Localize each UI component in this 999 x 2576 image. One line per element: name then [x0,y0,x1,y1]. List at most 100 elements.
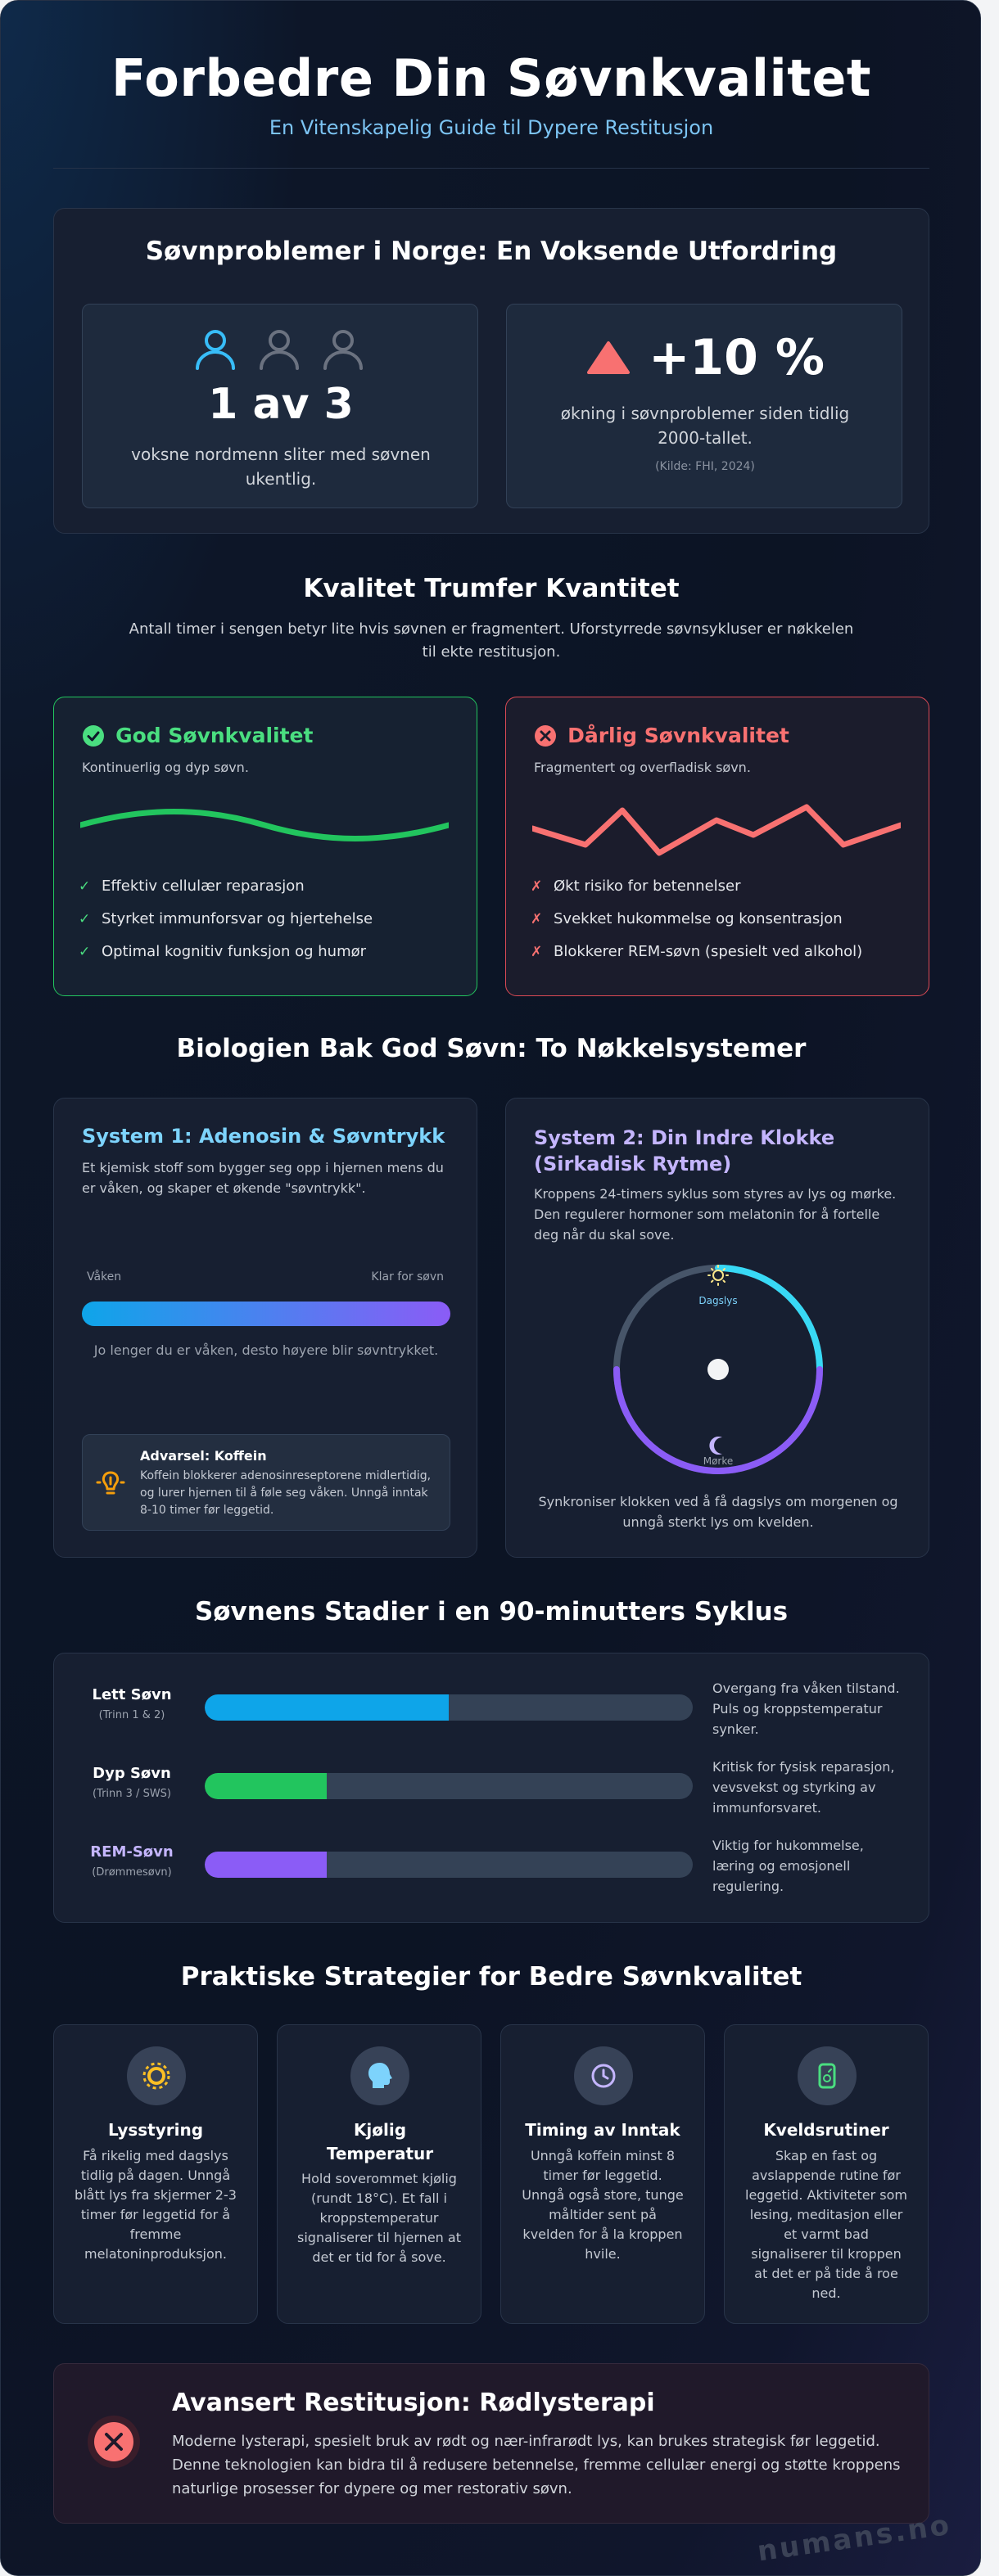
bad-quality-header: Dårlig Søvnkvalitet [534,724,789,751]
stage-description: Kritisk for fysisk reparasjon, vevsvekst… [712,1759,895,1816]
page-title: Forbedre Din Søvnkvalitet [111,48,872,108]
red-light-icon [88,2416,140,2468]
circadian-clock [613,1265,823,1474]
system2-card: System 2: Din Indre Klokke (Sirkadisk Ry… [505,1098,929,1558]
advanced-title: Avansert Restitusjon: Rødlysterapi [172,2389,655,2417]
stat-text-increase: økning i søvnproblemer siden tidlig 2000… [560,404,850,448]
stage-description: Overgang fra våken tilstand. Puls og kro… [712,1680,900,1737]
system2-title-line2: (Sirkadisk Rytme) [534,1153,732,1175]
strategy-text: Få rikelig med dagslys tidlig på dagen. … [75,2148,237,2262]
fragmented-sleep-wave [532,804,901,856]
system2-title-line1: System 2: Din Indre Klokke [534,1126,835,1149]
quality-intro: Antall timer i sengen betyr lite hvis sø… [129,620,854,661]
stage-bar-track [205,1773,693,1799]
strategy-card-light: Lysstyring Få rikelig med dagslys tidlig… [53,2024,258,2324]
people-icons [189,327,369,373]
good-item-text: Styrket immunforsvar og hjertehelse [102,910,373,927]
caffeine-warning: Advarsel: Koffein Koffein blokkerer aden… [82,1434,450,1531]
person-icon [323,330,363,370]
good-item-text: Effektiv cellulær reparasjon [102,877,305,895]
pressure-label-awake: Våken [87,1270,122,1283]
warning-text: Koffein blokkerer adenosinreseptorene mi… [140,1469,432,1517]
increase-row: +10 % [507,329,903,388]
strategy-icon-wrap [798,2046,857,2105]
system1-card: System 1: Adenosin & Søvntrykk Et kjemis… [53,1098,477,1558]
stage-name: Dyp Søvn [93,1765,171,1782]
smooth-sleep-wave [80,809,449,841]
stage-sub: (Trinn 1 & 2) [98,1709,165,1721]
stage-name: Lett Søvn [92,1686,172,1703]
system1-text: Et kjemisk stoff som bygger seg opp i hj… [82,1160,444,1196]
sun-icon [142,2062,170,2090]
good-quality-subtitle: Kontinuerlig og dyp søvn. [82,760,249,775]
bad-list-item: ✗ Blokkerer REM-søvn (spesielt ved alkoho… [531,943,862,960]
sleep-pressure-bar [82,1302,450,1326]
cross-icon: ✗ [531,911,543,927]
strategy-icon-wrap [574,2046,633,2105]
check-circle-icon [83,724,104,747]
bad-item-text: Svekket hukommelse og konsentrasjon [554,910,843,927]
stages-title: Søvnens Stadier i en 90-minutters Syklus [194,1597,789,1626]
stat-card-people: 1 av 3 voksne nordmenn sliter med søvnen… [82,304,478,508]
strategy-title: Kjølig Temperatur [326,2120,434,2163]
check-icon: ✓ [79,911,91,927]
stages-card: Lett Søvn (Trinn 1 & 2) Overgang fra våken… [53,1653,929,1923]
good-quality-header: God Søvnkvalitet [82,724,313,751]
sun-icon [707,1265,729,1286]
advanced-card: Avansert Restitusjon: Rødlysterapi Moder… [53,2363,929,2524]
clock-icon [591,2064,616,2088]
moon-icon [709,1437,722,1455]
bad-quality-subtitle: Fragmentert og overfladisk søvn. [534,760,751,775]
clock-caption: Synkroniser klokken ved å få dagslys om … [538,1494,898,1530]
bad-item-text: Blokkerer REM-søvn (spesielt ved alkohol… [554,943,863,960]
stat-card-increase: +10 % økning i søvnproblemer siden tidli… [506,304,902,508]
phone-icon [818,2063,836,2089]
stage-bar-track [205,1694,693,1721]
problems-section: Søvnproblemer i Norge: En Voksende Utfor… [53,208,929,534]
cross-icon: ✗ [531,944,543,960]
bad-item-text: Økt risiko for betennelser [554,877,741,895]
clock-night-label: Mørke [703,1455,734,1467]
pressure-caption: Jo lenger du er våken, desto høyere blir… [93,1342,439,1358]
head-icon [368,2063,392,2088]
strategy-card-routine: Kveldsrutiner Skap en fast og avslappend… [724,2024,929,2324]
good-quality-title: God Søvnkvalitet [115,724,314,747]
warning-title: Advarsel: Koffein [140,1448,267,1464]
x-circle-icon [535,724,556,747]
strategy-icon-wrap [350,2046,409,2105]
system1-title: System 1: Adenosin & Søvntrykk [82,1125,445,1148]
clock-center [707,1359,729,1380]
strategy-text: Skap en fast og avslappende rutine før l… [745,2148,907,2301]
check-icon: ✓ [79,878,91,895]
stage-name: REM-Søvn [90,1843,174,1861]
problems-title: Søvnproblemer i Norge: En Voksende Utfor… [145,237,838,266]
strategy-text: Unngå koffein minst 8 timer før leggetid… [522,2148,684,2262]
strategy-text: Hold soverommet kjølig (rundt 18°C). Et … [297,2171,461,2265]
daylight-arc [715,1265,823,1373]
good-item-text: Optimal kognitiv funksjon og humør [102,943,367,960]
stage-description: Viktig for hukommelse, læring og emosjon… [712,1838,864,1894]
bad-quality-title: Dårlig Søvnkvalitet [567,724,789,747]
bad-list-item: ✗ Økt risiko for betennelser [531,877,741,895]
stage-bar-fill [205,1852,327,1878]
stage-bar-fill [205,1773,327,1799]
header-divider [53,168,929,169]
page-subtitle: En Vitenskapelig Guide til Dypere Restit… [269,116,714,139]
strategy-icon-wrap [127,2046,186,2105]
strategy-title: Lysstyring [107,2120,204,2140]
stat-value-ratio: 1 av 3 [208,380,354,429]
pressure-label-ready: Klar for søvn [371,1270,444,1283]
cross-icon: ✗ [531,878,543,895]
strategy-title: Timing av Inntak [525,2120,680,2140]
good-list-item: ✓ Effektiv cellulær reparasjon [79,877,305,895]
good-list-item: ✓ Optimal kognitiv funksjon og humør [79,943,366,960]
strategy-card-temperature: Kjølig Temperatur Hold soverommet kjølig… [277,2024,481,2324]
darkness-arc [613,1366,823,1474]
person-icon [260,330,299,370]
advanced-text: Moderne lysterapi, spesielt bruk av rødt… [172,2433,901,2497]
good-quality-card: God Søvnkvalitet Kontinuerlig og dyp søv… [53,697,477,996]
strategy-card-timing: Timing av Inntak Unngå koffein minst 8 t… [500,2024,705,2324]
lightbulb-warning-icon [96,1471,125,1495]
up-triangle-icon [587,341,631,374]
